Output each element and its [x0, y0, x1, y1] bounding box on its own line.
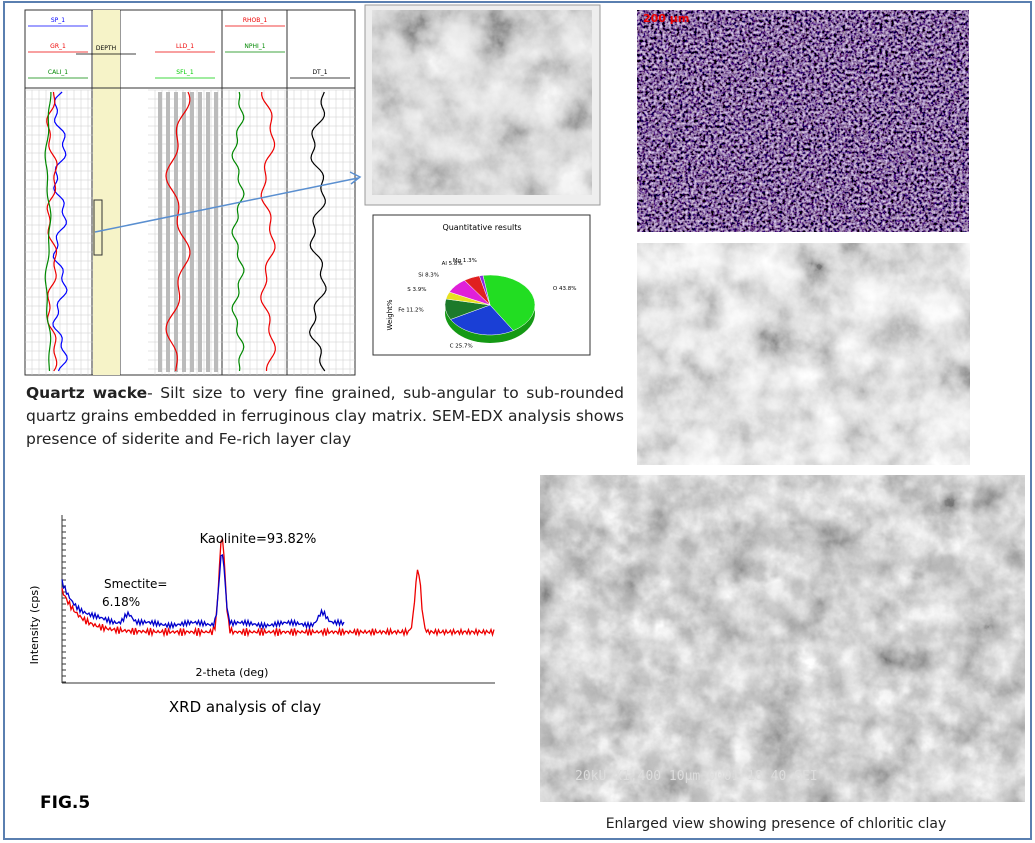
pie-label: Si 8.3% [418, 272, 439, 278]
track-header: DEPTH [96, 45, 116, 52]
pie-label: S 3.9% [407, 287, 426, 293]
track-header: SFL_1 [176, 69, 194, 76]
track-header: LLD_1 [176, 43, 194, 50]
pie-label: Mg 1.3% [453, 258, 477, 264]
sem-image [372, 10, 592, 195]
figure-label: FIG.5 [40, 793, 90, 813]
kaolinite-label: Kaolinite=93.82% [200, 532, 317, 547]
sem-caption: Enlarged view showing presence of chlori… [606, 816, 947, 832]
log-shade [190, 92, 194, 372]
thin-section-image [637, 10, 969, 232]
xrd-curve [62, 555, 344, 628]
edx-axis-label: Weight% [386, 299, 394, 330]
y-label: Intensity (cps) [28, 586, 41, 665]
scale-label: 200 µm [643, 12, 689, 25]
description: Quartz wacke- Silt size to very fine gra… [26, 382, 624, 451]
track-header: NPHI_1 [244, 43, 265, 50]
log-shade [206, 92, 210, 372]
log-shade [198, 92, 202, 372]
track-header: RHOB_1 [243, 17, 268, 24]
sem-image-medium [637, 243, 970, 465]
depth-track [93, 10, 120, 375]
log-shade [214, 92, 218, 372]
pie-label: O 43.8% [553, 286, 577, 292]
pie-label: Fe 11.2% [398, 308, 423, 314]
xrd-caption: XRD analysis of clay [169, 698, 321, 716]
sem-image-large-texture [540, 475, 1025, 802]
track-header: SP_1 [51, 17, 65, 24]
smectite-label: Smectite= [104, 577, 167, 591]
smectite-value: 6.18% [102, 595, 140, 609]
log-shade [158, 92, 162, 372]
track-header: DT_1 [312, 69, 327, 76]
sem-info: 20kU X1,400 10µm 0001 18 40 SEI [575, 769, 818, 784]
description-term: Quartz wacke [26, 384, 147, 402]
page: SP_1 GR_1 CALI_1 DEPTH LLD_1 SFL_1 RHOB_1 NPHI_… [0, 0, 1035, 843]
track-header: GR_1 [50, 43, 66, 50]
x-label: 2-theta (deg) [196, 666, 269, 679]
log-shade [182, 92, 186, 372]
edx-title: Quantitative results [442, 223, 521, 232]
pie-label: C 25.7% [450, 344, 473, 350]
track-header: CALI_1 [48, 69, 68, 76]
